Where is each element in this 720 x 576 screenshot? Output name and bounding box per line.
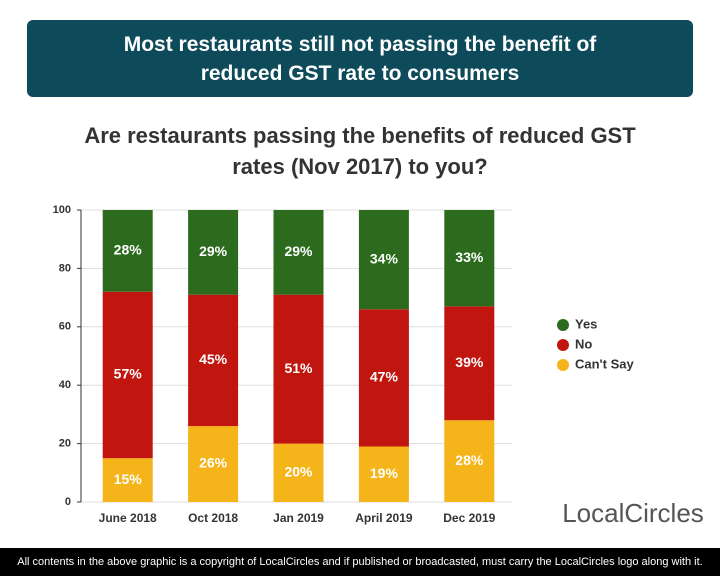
bar-segment — [102, 210, 153, 292]
chart-title: Are restaurants passing the benefits of … — [84, 123, 636, 179]
bar-segment — [444, 306, 495, 421]
legend-label: No — [575, 336, 592, 351]
data-label: 26% — [199, 455, 228, 471]
data-label: 28% — [114, 242, 143, 258]
data-label: 33% — [455, 249, 484, 265]
bar-segment — [358, 446, 409, 502]
data-label: 45% — [199, 351, 228, 367]
data-label: 29% — [199, 243, 228, 259]
y-tick-label: 80 — [59, 262, 71, 274]
data-label: 28% — [455, 452, 484, 468]
y-tick-label: 100 — [53, 204, 71, 216]
bar-segment — [188, 426, 239, 502]
data-label: 39% — [455, 354, 484, 370]
bar-segment — [188, 210, 239, 295]
bar-segment — [273, 443, 324, 502]
x-tick-label: Jan 2019 — [273, 511, 324, 525]
banner: Most restaurants still not passing the b… — [27, 20, 693, 97]
legend-label: Can't Say — [575, 356, 634, 371]
bar-segment — [102, 458, 153, 502]
bar-segment — [358, 210, 409, 310]
y-tick-label: 0 — [65, 496, 71, 508]
data-label: 47% — [370, 369, 399, 385]
y-tick-label: 60 — [59, 321, 71, 333]
data-label: 20% — [284, 464, 313, 480]
legend-swatch — [557, 319, 569, 331]
data-label: 57% — [114, 366, 143, 382]
logo: LocalCircles — [562, 498, 704, 528]
x-tick-label: Oct 2018 — [188, 511, 238, 525]
data-label: 51% — [284, 360, 313, 376]
legend-swatch — [557, 359, 569, 371]
bar-segment — [444, 210, 495, 307]
bar-segment — [444, 420, 495, 502]
bar-segment — [273, 210, 324, 295]
bar-segment — [188, 294, 239, 427]
chart: LocalCircles 0 20 40 60 80 100 June 2018 15% 57%… — [53, 204, 704, 528]
legend-swatch — [557, 339, 569, 351]
x-tick-label: April 2019 — [355, 511, 413, 525]
data-label: 34% — [370, 250, 399, 266]
footer: All contents in the above graphic is a c… — [0, 548, 720, 576]
bar-segment — [102, 291, 153, 459]
y-tick-label: 40 — [59, 379, 71, 391]
x-tick-label: Dec 2019 — [443, 511, 495, 525]
y-tick-label: 20 — [59, 438, 71, 450]
data-label: 29% — [284, 243, 313, 259]
legend-label: Yes — [575, 316, 597, 331]
data-label: 15% — [114, 471, 143, 487]
x-tick-label: June 2018 — [99, 511, 157, 525]
bar-segment — [273, 294, 324, 444]
bar-segment — [358, 309, 409, 447]
data-label: 19% — [370, 465, 399, 481]
